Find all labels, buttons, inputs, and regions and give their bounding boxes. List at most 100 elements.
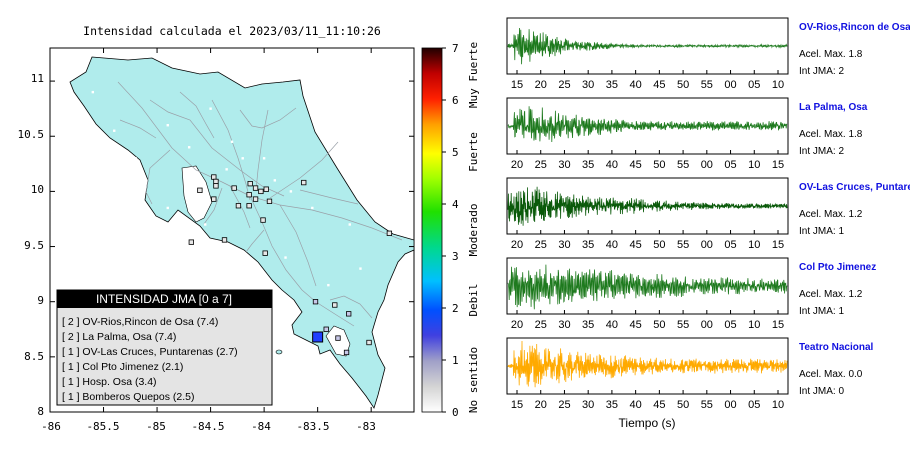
time-tick-label: 20	[535, 79, 547, 91]
time-tick-label: 50	[653, 319, 665, 331]
waveform-line	[507, 27, 788, 65]
waveform-line	[507, 340, 788, 388]
station-marker	[235, 203, 242, 209]
time-tick-label: 30	[582, 399, 594, 411]
golfo-dulce	[325, 325, 351, 357]
time-tick-label: 40	[606, 159, 618, 171]
time-tick-label: 35	[582, 319, 594, 331]
colorbar-tick: 2	[452, 302, 459, 315]
colorbar-label: Debil	[467, 283, 480, 316]
city-dot	[113, 129, 116, 132]
time-tick-label: 50	[653, 239, 665, 251]
station-marker	[312, 299, 319, 305]
time-tick-label: 15	[511, 399, 523, 411]
legend-title: INTENSIDAD JMA [0 a 7]	[96, 292, 232, 306]
colorbar-tick: 7	[452, 42, 459, 55]
station-marker	[247, 181, 253, 187]
colorbar-label: No sentido	[467, 347, 480, 413]
city-dot	[289, 190, 293, 193]
waveform-panel: 15 20 25 30 35 40 45 50 55 00 05 10 OV-Rios,Rincon d…	[506, 17, 910, 430]
time-tick-label: 10	[748, 239, 760, 251]
time-tick-label: 55	[677, 239, 689, 251]
city-dot	[241, 157, 244, 160]
acel-max-label: Acel. Max. 1.2	[799, 209, 863, 220]
time-tick-label: 50	[677, 399, 689, 411]
time-tick-label: 05	[724, 319, 736, 331]
y-tick-label: 9	[37, 294, 44, 307]
station-marker	[386, 230, 393, 236]
city-dot	[284, 256, 287, 259]
epicenter-station-marker	[312, 331, 324, 343]
station-name: La Palma, Osa	[799, 102, 868, 113]
time-tick-label: 35	[606, 399, 618, 411]
time-tick-label: 15	[772, 239, 784, 251]
time-tick-label: 45	[630, 239, 642, 251]
station-name: Col Pto Jimenez	[799, 262, 876, 273]
waveform-line	[507, 264, 788, 310]
time-tick-label: 00	[701, 239, 713, 251]
legend-item: [ 1 ] Bomberos Quepos (2.5)	[62, 391, 194, 403]
time-tick-label: 55	[677, 319, 689, 331]
time-tick-label: 45	[653, 399, 665, 411]
time-tick-label: 00	[701, 319, 713, 331]
time-tick-label: 30	[558, 159, 570, 171]
acel-max-label: Acel. Max. 1.8	[799, 49, 863, 60]
time-tick-label: 00	[724, 79, 736, 91]
acel-max-label: Acel. Max. 0.0	[799, 369, 863, 380]
jma-intensity-label: Int JMA: 0	[799, 386, 844, 397]
station-marker	[213, 183, 219, 189]
station-marker	[266, 198, 273, 204]
station-marker	[332, 302, 338, 308]
y-tick-label: 8	[37, 405, 44, 418]
station-marker	[246, 203, 252, 209]
station-marker	[252, 185, 259, 191]
acel-max-label: Acel. Max. 1.2	[799, 289, 863, 300]
station-marker	[346, 311, 352, 317]
time-tick-label: 55	[701, 399, 713, 411]
city-dot	[359, 267, 362, 270]
station-marker	[366, 339, 372, 346]
time-tick-label: 15	[511, 79, 523, 91]
time-tick-label: 40	[630, 399, 642, 411]
station-name: Teatro Nacional	[799, 342, 873, 353]
time-tick-label: 40	[630, 79, 642, 91]
time-tick-label: 00	[701, 159, 713, 171]
station-marker	[211, 196, 217, 202]
station-marker	[258, 188, 264, 195]
costa-rica-land	[69, 56, 414, 409]
time-tick-label: 35	[582, 239, 594, 251]
station-marker	[262, 250, 268, 256]
station-marker	[260, 217, 266, 223]
time-tick-label: 45	[630, 319, 642, 331]
waveform-trace-panel: 20 25 30 35 40 45 50 55 00 05 10 15 OV-Las Cruces, P…	[506, 177, 910, 251]
time-tick-label: 15	[772, 319, 784, 331]
acel-max-label: Acel. Max. 1.8	[799, 129, 863, 140]
x-tick-label: -84	[251, 420, 271, 433]
colorbar-tick: 5	[452, 146, 459, 159]
time-tick-label: 20	[511, 319, 523, 331]
time-tick-label: 10	[748, 159, 760, 171]
legend-item: [ 1 ] OV-Las Cruces, Puntarenas (2.7)	[62, 346, 238, 358]
time-tick-label: 25	[535, 319, 547, 331]
jma-intensity-label: Int JMA: 2	[799, 66, 844, 77]
time-tick-label: 50	[677, 79, 689, 91]
city-dot	[230, 140, 234, 143]
colorbar-label: Muy Fuerte	[467, 42, 480, 108]
waveform-trace-panel: 15 20 25 30 35 40 45 50 55 00 05 10 OV-Rios,Rincon d…	[506, 17, 910, 91]
station-marker	[231, 185, 237, 191]
isla-del-cano	[275, 349, 283, 355]
time-tick-label: 20	[535, 399, 547, 411]
road-network	[117, 81, 403, 327]
jma-intensity-label: Int JMA: 1	[799, 306, 844, 317]
city-dot	[204, 223, 207, 226]
time-tick-label: 45	[630, 159, 642, 171]
time-tick-label: 45	[653, 79, 665, 91]
x-tick-label: -85.5	[86, 420, 119, 433]
legend-item: [ 2 ] OV-Rios,Rincon de Osa (7.4)	[62, 316, 218, 328]
map-y-axis: 11 10.5 10 9.5 9 8.5 8	[18, 72, 45, 418]
station-markers	[91, 90, 393, 356]
time-tick-label: 55	[701, 79, 713, 91]
station-name: OV-Rios,Rincon de Osa	[799, 22, 910, 33]
waveform-trace-panel: 15 20 25 30 35 40 45 50 55 00 05 10 Teatro Nacional A…	[506, 337, 873, 411]
time-tick-label: 30	[582, 79, 594, 91]
